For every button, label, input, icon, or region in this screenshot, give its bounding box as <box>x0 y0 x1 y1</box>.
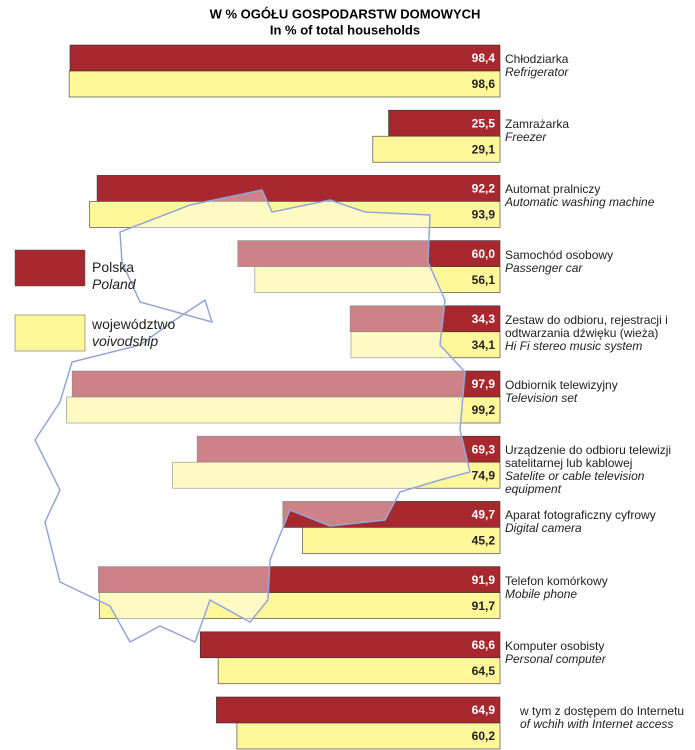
category-label: Automat pralniczy Automatic washing machi… <box>505 183 693 209</box>
value-label: 64,9 <box>472 703 496 717</box>
bar <box>237 240 501 267</box>
value-label: 97,9 <box>472 377 496 391</box>
category-pl: Telefon komórkowy <box>505 573 608 588</box>
category-label: Telefon komórkowy Mobile phone <box>505 573 693 601</box>
value-label: 99,2 <box>472 403 496 417</box>
value-label: 34,3 <box>472 312 496 326</box>
value-label: 74,9 <box>472 468 496 482</box>
value-label: 25,5 <box>472 116 496 130</box>
value-label: 98,4 <box>472 51 496 65</box>
value-label: 60,0 <box>472 247 496 261</box>
legend-label-en: voivodship <box>92 333 159 349</box>
category-label: Zestaw do odbioru, rejestracji i odtwarz… <box>505 312 693 353</box>
category-label: Aparat fotograficzny cyfrowy Digital came… <box>505 509 693 535</box>
bar <box>71 370 501 398</box>
bar <box>96 175 501 202</box>
bar <box>217 657 501 685</box>
bar <box>68 70 501 98</box>
bar <box>89 201 501 228</box>
category-label: Zamrażarka Freezer <box>505 118 693 144</box>
value-label: 92,2 <box>472 182 496 196</box>
category-en: Freezer <box>505 130 547 145</box>
bar <box>69 44 501 72</box>
bar <box>302 527 501 554</box>
bar <box>196 435 501 463</box>
category-pl: Automat pralniczy <box>505 182 601 197</box>
bar <box>216 696 501 724</box>
legend-label: Polska <box>92 259 135 275</box>
legend-label: województwo <box>92 316 176 332</box>
category-en: Refrigerator <box>505 65 569 79</box>
bar <box>66 396 501 424</box>
category-en: Automatic washing machine <box>505 195 655 210</box>
value-label: 29,1 <box>472 142 496 156</box>
category-pl: Samochód osobowy <box>505 247 614 262</box>
category-pl: Chłodziarka <box>505 52 569 66</box>
legend-swatch <box>14 314 86 352</box>
category-en: Hi Fi stereo music system <box>505 338 643 353</box>
bar <box>388 109 501 137</box>
category-en: Mobile phone <box>505 586 578 601</box>
category-pl: w tym z dostępem do Internetu <box>520 704 685 718</box>
value-label: 98,6 <box>472 77 496 91</box>
bar <box>98 592 501 619</box>
category-en: of wchih with Internet access <box>520 717 674 731</box>
bar <box>282 501 501 528</box>
value-label: 93,9 <box>472 208 496 222</box>
value-label: 49,7 <box>472 508 496 522</box>
category-pl: Odbiornik telewizyjny <box>505 378 618 392</box>
category-pl: Urządzenie do odbioru telewizji satelita… <box>505 443 672 471</box>
value-label: 34,1 <box>472 338 496 352</box>
category-en: Television set <box>505 391 578 405</box>
category-pl: Zestaw do odbioru, rejestracji i odtwarz… <box>505 312 668 340</box>
legend-swatch <box>14 249 86 287</box>
category-label: Odbiornik telewizyjny Television set <box>505 379 693 405</box>
value-label: 68,6 <box>472 638 496 652</box>
value-label: 91,9 <box>472 573 496 587</box>
category-label: w tym z dostępem do Internetu of wchih wi… <box>520 705 695 731</box>
category-label: Chłodziarka Refrigerator <box>505 53 693 79</box>
bar <box>172 461 501 489</box>
value-label: 69,3 <box>472 442 496 456</box>
category-pl: Zamrażarka <box>505 117 570 132</box>
chart-title: W % OGÓŁU GOSPODARSTW DOMOWYCH <box>210 6 481 21</box>
category-pl: Aparat fotograficzny cyfrowy <box>505 508 656 523</box>
legend-entry: Polska Poland <box>92 259 136 293</box>
category-pl: Komputer osobisty <box>505 638 605 653</box>
bar <box>349 305 501 333</box>
value-label: 45,2 <box>472 534 496 548</box>
bar <box>98 566 501 593</box>
bar <box>350 331 501 359</box>
category-label: Samochód osobowy Passenger car <box>505 247 693 275</box>
bar <box>236 722 501 750</box>
bar <box>254 266 501 293</box>
bar <box>372 135 501 163</box>
legend-label-en: Poland <box>92 276 136 292</box>
value-label: 64,5 <box>472 664 496 678</box>
value-label: 60,2 <box>472 729 496 743</box>
value-label: 91,7 <box>472 599 496 613</box>
legend-entry: województwo voivodship <box>92 316 175 350</box>
value-label: 56,1 <box>472 273 496 287</box>
category-en: Digital camera <box>505 521 582 536</box>
category-en: Passenger car <box>505 260 583 275</box>
category-en: Satelite or cable television equipment <box>505 469 645 497</box>
chart-subtitle: In % of total households <box>270 22 420 37</box>
category-label: Urządzenie do odbioru telewizji satelita… <box>505 444 693 496</box>
category-en: Personal computer <box>505 651 606 666</box>
map-outline <box>34 189 471 644</box>
category-label: Komputer osobisty Personal computer <box>505 638 693 666</box>
bar <box>199 631 501 659</box>
